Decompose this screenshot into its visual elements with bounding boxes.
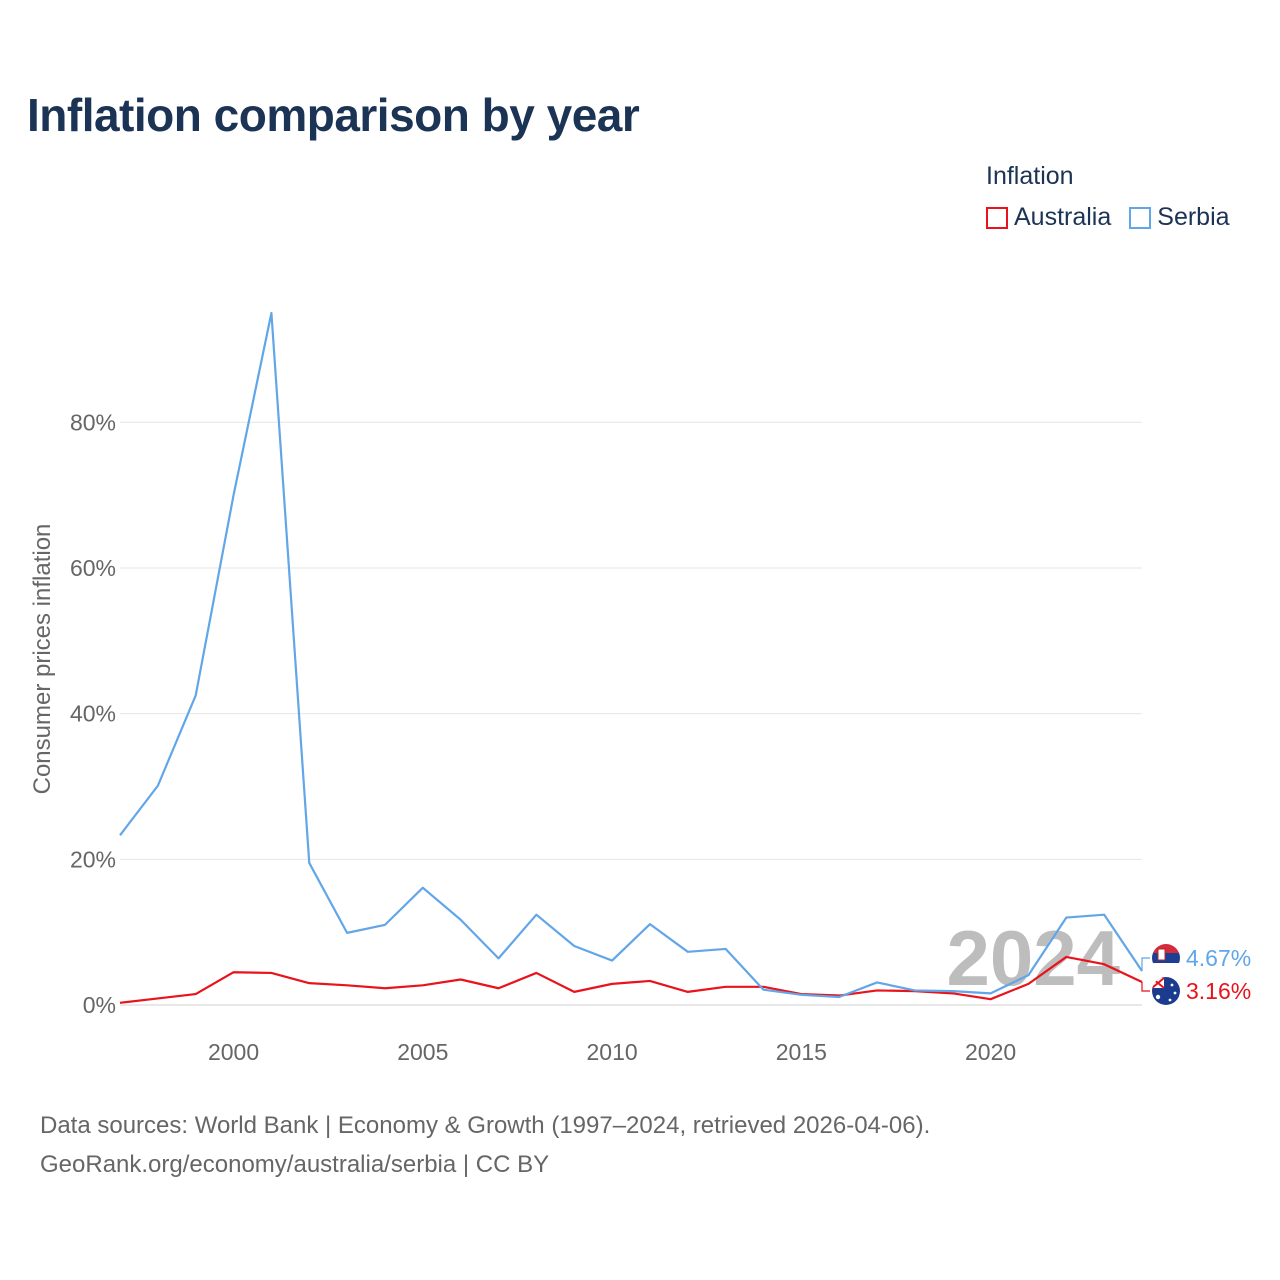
- australia-flag-icon: [1151, 976, 1181, 1006]
- series-line-serbia: [119, 311, 1143, 999]
- source-note: Data sources: World Bank | Economy & Gro…: [40, 1106, 930, 1184]
- x-tick-label: 2015: [776, 1039, 827, 1065]
- y-tick-label: 20%: [70, 846, 116, 872]
- connector-serbia: [1141, 957, 1150, 971]
- series-line-australia: [119, 955, 1143, 1004]
- x-tick-label: 2010: [586, 1039, 637, 1065]
- x-tick-label: 2020: [965, 1039, 1016, 1065]
- legend-label-australia: Australia: [1014, 203, 1112, 231]
- serbia-end-value: 4.67%: [1186, 945, 1251, 971]
- y-tick-label: 80%: [70, 409, 116, 435]
- legend-title: Inflation: [986, 162, 1074, 190]
- x-tick-label: 2000: [208, 1039, 259, 1065]
- y-axis-label: Consumer prices inflation: [29, 524, 56, 795]
- line-chart: 0% 20% 40% 60% 80% 2000 2005 2010 2015 2020 Cons…: [29, 311, 1251, 1065]
- y-tick-label: 40%: [70, 701, 116, 727]
- legend-label-serbia: Serbia: [1157, 203, 1230, 231]
- connector-australia: [1141, 981, 1150, 992]
- chart-title: Inflation comparison by year: [27, 89, 640, 141]
- legend-swatch-serbia: [1129, 206, 1152, 229]
- australia-end-value: 3.16%: [1186, 978, 1251, 1004]
- legend-item-australia[interactable]: Australia: [986, 203, 1111, 232]
- legend: Inflation Australia Serbia: [986, 162, 1230, 232]
- y-tick-label: 0%: [83, 992, 116, 1018]
- serbia-flag-icon: [1151, 943, 1181, 973]
- x-tick-label: 2005: [397, 1039, 448, 1065]
- source-line-2: GeoRank.org/economy/australia/serbia | C…: [40, 1151, 550, 1178]
- legend-swatch-australia: [986, 206, 1008, 229]
- year-watermark: 2024: [946, 914, 1120, 1002]
- source-line-1: Data sources: World Bank | Economy & Gro…: [40, 1112, 931, 1139]
- legend-item-serbia[interactable]: Serbia: [1129, 203, 1230, 232]
- y-tick-label: 60%: [70, 555, 116, 581]
